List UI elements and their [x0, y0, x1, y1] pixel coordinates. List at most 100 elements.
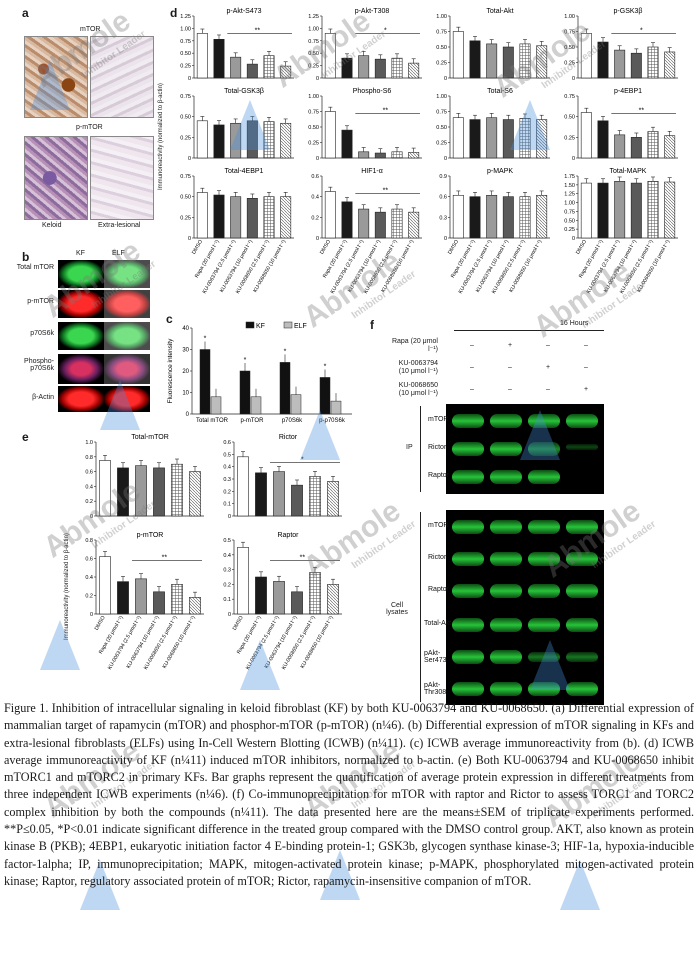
bar — [309, 476, 321, 517]
treatment-mark: – — [546, 342, 550, 349]
y-tick-label: 0 — [188, 76, 191, 82]
bar — [153, 467, 165, 517]
kf-p70s6k-blot — [58, 322, 104, 350]
y-tick-label: 0.50 — [564, 218, 575, 224]
subplot-total-mtor: Total-mTOR 0 0.2 0.4 0.6 0.8 1.0 — [85, 434, 204, 520]
subplot-p-akt-t308: p-Akt-T308 0 0.25 0.50 0.75 1.00 1.25 * — [308, 8, 422, 82]
sig-marker: * — [204, 336, 207, 343]
y-tick-label: 0.50 — [180, 195, 191, 201]
bar — [291, 484, 303, 517]
y-tick-label: 0 — [572, 156, 575, 162]
bar — [246, 198, 258, 239]
treatment-mark: – — [546, 386, 550, 393]
panel-a-mtor-label: mTOR — [80, 26, 101, 33]
bar — [324, 111, 336, 159]
y-tick-label: 0.9 — [439, 174, 447, 180]
panel-f-rapa-label: Rapa (20 μmol l⁻¹) — [391, 338, 438, 353]
subplot-p-4ebp1: p-4EBP1 0 0.25 0.50 0.75 ** — [564, 88, 678, 162]
y-tick-label: 0.5 — [223, 452, 231, 458]
x-tick-label: DMSO — [319, 239, 332, 255]
panel-f-lys-row-mtor: mTOR — [428, 522, 449, 529]
y-tick-label: 1.00 — [308, 94, 319, 100]
bar — [647, 131, 659, 159]
y-tick-label: 1.00 — [180, 26, 191, 32]
bar — [117, 467, 129, 517]
y-tick-label: 0.50 — [180, 115, 191, 121]
y-tick-label: 0.25 — [564, 135, 575, 141]
panel-f-ip-row-mtor: mTOR — [428, 416, 449, 423]
x-tick-label: KU-0063794 (2.5 μmol l⁻¹) — [245, 615, 281, 671]
x-tick-label: KU-0063794 (2.5 μmol l⁻¹) — [107, 615, 143, 671]
treatment-mark: + — [508, 342, 513, 349]
bar — [519, 43, 531, 79]
panel-f-lys-row-pakt-thr308: pAkt-Thr308 — [424, 682, 447, 696]
treatment-mark: – — [470, 386, 474, 393]
panel-f-ip-blot — [446, 404, 604, 494]
bar — [327, 481, 339, 517]
sig-marker: ** — [162, 555, 168, 562]
bar — [280, 196, 292, 239]
panel-f-time-line — [454, 330, 604, 331]
bar — [630, 52, 642, 79]
subplot-title: Total-Akt — [486, 8, 513, 15]
sig-marker: * — [301, 457, 304, 464]
bar — [196, 120, 208, 159]
bar-kf — [279, 362, 291, 415]
bar — [117, 581, 129, 615]
y-tick-label: 0.25 — [180, 64, 191, 70]
bar — [196, 33, 208, 79]
legend-swatch — [245, 321, 255, 329]
y-tick-label: 0.50 — [436, 45, 447, 51]
bar-elf — [250, 396, 262, 415]
bar — [171, 463, 183, 517]
bar — [647, 181, 659, 239]
subplot-title: Total-GSK3β — [224, 88, 264, 95]
y-tick-label: 0.1 — [223, 597, 231, 603]
panel-f-lys-row-raptor: Raptor — [428, 586, 450, 593]
bar — [580, 112, 592, 159]
y-tick-label: 0.3 — [439, 215, 447, 221]
bar — [408, 152, 420, 159]
y-tick-label: 0 — [316, 236, 319, 242]
y-tick-label: 0.4 — [85, 575, 93, 581]
subplot-title: p-GSK3β — [614, 8, 643, 15]
y-tick-label: 0.75 — [180, 94, 191, 100]
panel-f-time: 16 Hours — [560, 320, 589, 327]
sig-marker: ** — [383, 187, 389, 194]
y-tick-label: 0 — [188, 236, 191, 242]
sig-marker: * — [284, 348, 287, 355]
subplot-title: Total-S6 — [487, 88, 513, 95]
bar — [408, 211, 420, 239]
y-tick-label: 0.25 — [308, 141, 319, 147]
bar — [452, 31, 464, 79]
y-tick-label: 0 — [444, 76, 447, 82]
treatment-mark: – — [470, 364, 474, 371]
y-tick-label: 0.50 — [308, 125, 319, 131]
bar — [580, 182, 592, 239]
x-tick-label: p-mTOR — [241, 418, 265, 424]
y-tick-label: 0.2 — [223, 489, 231, 495]
y-tick-label: 0.25 — [564, 227, 575, 233]
bar — [327, 584, 339, 615]
extralesional-mtor-image — [90, 36, 154, 118]
y-tick-label: 0 — [90, 612, 93, 618]
bar — [273, 471, 285, 517]
bar — [391, 57, 403, 79]
panel-b-row-phospho-p70s6k: Phospho-p70S6k — [24, 358, 54, 372]
bar-elf — [330, 400, 342, 415]
y-tick-label: 0.75 — [436, 110, 447, 116]
panel-e-charts: Total-mTOR 0 0.2 0.4 0.6 0.8 1.0 Rictor 0 0.1 0.2 0… — [85, 434, 342, 671]
y-tick-label: 1.50 — [564, 183, 575, 189]
panel-f-lys-row-rictor: Rictor — [428, 554, 447, 561]
y-tick-label: 0 — [228, 612, 231, 618]
subplot-title: p-4EBP1 — [614, 88, 642, 95]
panel-b-row-p70s6k: p70S6k — [30, 330, 54, 337]
y-tick-label: 0.3 — [223, 477, 231, 483]
y-tick-label: 0.75 — [564, 209, 575, 215]
bar-elf — [290, 394, 302, 415]
y-tick-label: 0 — [316, 156, 319, 162]
y-tick-label: 0.4 — [85, 484, 93, 490]
y-tick-label: 0.50 — [308, 51, 319, 57]
